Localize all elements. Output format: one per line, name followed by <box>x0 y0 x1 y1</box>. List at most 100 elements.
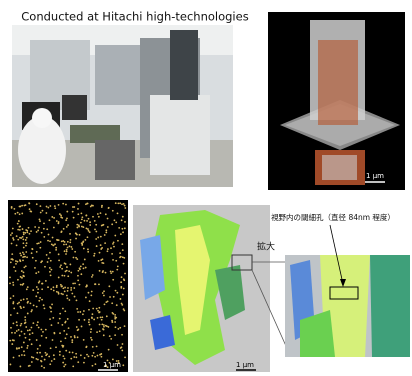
particle <box>97 237 99 239</box>
particle <box>37 321 39 323</box>
particle <box>45 337 47 339</box>
particle <box>25 337 27 339</box>
particle <box>16 244 18 246</box>
particle <box>80 354 82 356</box>
particle <box>121 334 123 336</box>
particle <box>101 262 103 264</box>
particle <box>88 230 90 232</box>
particle <box>120 286 122 288</box>
particle <box>25 322 27 324</box>
particle <box>101 323 103 325</box>
particle <box>23 253 25 255</box>
particle <box>74 335 76 337</box>
particle <box>50 260 52 262</box>
particle <box>103 334 105 336</box>
particle <box>65 364 67 366</box>
particle <box>18 329 20 331</box>
particle <box>72 365 74 367</box>
particle <box>79 311 81 313</box>
particle <box>16 324 18 326</box>
particle <box>81 244 83 246</box>
particle <box>49 219 51 221</box>
particle <box>44 266 46 268</box>
particle <box>75 356 77 358</box>
particle <box>122 231 124 233</box>
particle <box>36 243 38 245</box>
particle <box>112 210 114 212</box>
particle <box>81 226 83 228</box>
particle <box>23 272 25 274</box>
particle <box>13 308 15 310</box>
particle <box>24 256 26 258</box>
particle <box>17 212 19 214</box>
particle <box>101 356 103 358</box>
particle <box>122 343 124 345</box>
particle <box>49 318 51 320</box>
particle <box>9 282 11 284</box>
particle <box>100 212 102 214</box>
particle <box>106 315 108 317</box>
particle <box>40 241 42 243</box>
particle <box>23 247 25 249</box>
particle <box>52 339 54 341</box>
particle <box>44 307 46 309</box>
scale-bar: 1 μm <box>366 172 384 180</box>
particle <box>69 245 71 247</box>
particle <box>19 259 21 261</box>
particle <box>100 259 102 261</box>
particle <box>70 336 72 338</box>
particle <box>115 221 117 223</box>
particle <box>10 314 12 316</box>
particle <box>17 303 19 305</box>
particle <box>86 203 88 205</box>
particle <box>16 321 18 323</box>
particle <box>98 260 100 262</box>
particle <box>99 270 101 272</box>
particle <box>10 261 12 263</box>
particle <box>124 356 126 358</box>
particle <box>19 226 21 228</box>
particle <box>119 327 121 329</box>
particle <box>49 363 51 365</box>
particle <box>53 217 55 219</box>
particle <box>106 325 108 327</box>
particle <box>84 259 86 261</box>
particle <box>88 319 90 321</box>
particle <box>67 241 69 243</box>
particle <box>121 350 123 352</box>
particle <box>88 218 90 220</box>
particle <box>58 223 60 225</box>
particle <box>84 239 86 241</box>
particle <box>94 229 96 231</box>
particle <box>64 310 66 312</box>
particle <box>61 268 63 270</box>
particle <box>29 333 31 335</box>
particle <box>9 340 11 342</box>
particle <box>66 226 68 228</box>
particle <box>41 260 43 262</box>
particle <box>65 243 67 245</box>
particle <box>115 290 117 292</box>
particle <box>77 336 79 338</box>
particle <box>116 292 118 294</box>
particle <box>103 326 105 328</box>
particle <box>95 224 97 226</box>
particle <box>124 273 126 275</box>
particle <box>11 232 13 234</box>
particle <box>32 322 34 324</box>
particle <box>62 203 64 205</box>
particle <box>79 267 81 269</box>
particle <box>19 213 21 215</box>
particle <box>22 283 24 285</box>
particle <box>84 220 86 222</box>
particle <box>26 231 28 233</box>
particle <box>38 282 40 284</box>
particle <box>119 202 121 204</box>
particle <box>13 239 15 241</box>
particle <box>120 281 122 283</box>
particle <box>58 259 60 261</box>
particle <box>56 285 58 287</box>
particle <box>98 312 100 314</box>
particle <box>114 314 116 316</box>
particle <box>115 202 117 204</box>
